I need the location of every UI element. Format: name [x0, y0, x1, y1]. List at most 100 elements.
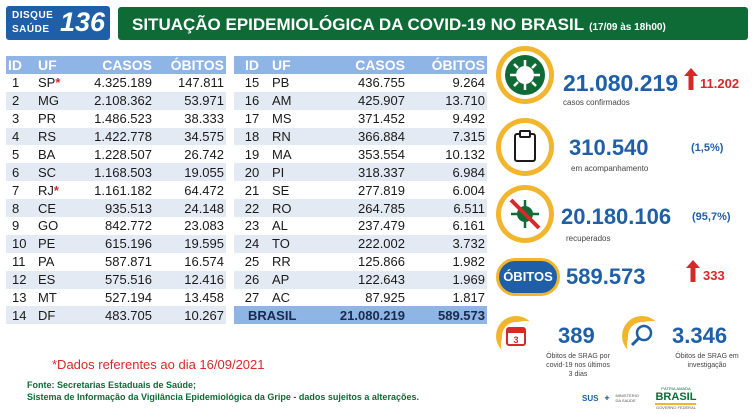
table-row: 1 SP* 4.325.189 147.811 [6, 74, 226, 92]
cell-obitos: 3.732 [407, 234, 487, 253]
total-casos: 21.080.219 [312, 306, 407, 325]
table-row: 24 TO 222.002 3.732 [234, 234, 487, 253]
table-row: 17 MS 371.452 9.492 [234, 110, 487, 128]
table-row: 3 PR 1.486.523 38.333 [6, 110, 226, 128]
cell-uf-text: AM [272, 93, 292, 109]
cell-casos: 237.479 [358, 218, 405, 234]
cell-uf-text: RO [272, 200, 292, 216]
brasil-logo-text: BRASIL [655, 391, 697, 405]
table-row: 23 AL 237.479 6.161 [234, 217, 487, 235]
logo-line1: DISQUE [12, 10, 54, 21]
cell-casos: 935.513 [76, 199, 154, 218]
cell-uf: MS [270, 110, 312, 128]
table-row: 15 PB 436.755 9.264 [234, 74, 487, 92]
page-title-text: SITUAÇÃO EPIDEMIOLÓGICA DA COVID-19 NO B… [132, 15, 585, 34]
cell-uf: RJ* [36, 181, 76, 199]
cell-id: 7 [12, 182, 20, 198]
cell-obitos: 1.969 [407, 270, 487, 289]
page-title-date: (17/09 às 18h00) [589, 22, 666, 33]
header-id: ID [234, 56, 270, 74]
svg-text:3: 3 [513, 335, 518, 345]
table-row: 14 DF 483.705 10.267 [6, 306, 226, 325]
cell-uf: AP [270, 270, 312, 289]
monitoring-value: 310.540 [569, 135, 649, 160]
cell-obitos: 19.055 [154, 163, 226, 182]
cell-obitos: 6.161 [452, 218, 485, 234]
crossed-virus-icon [505, 194, 545, 234]
recovered-value: 20.180.106 [561, 204, 672, 229]
asterisk-marker: * [55, 75, 61, 91]
table-row: 22 RO 264.785 6.511 [234, 199, 487, 218]
cell-casos: 122.643 [312, 270, 407, 289]
confirmed-icon-circle [496, 46, 554, 104]
cell-casos: 264.785 [312, 199, 407, 218]
cell-uf: SP* [36, 74, 76, 92]
brasil-logo-top: PÁTRIA AMADA [661, 386, 691, 391]
cell-uf-text: RR [272, 254, 291, 270]
cell-casos: 483.705 [76, 306, 154, 325]
table-row: 26 AP 122.643 1.969 [234, 270, 487, 289]
table-row: 4 RS 1.422.778 34.575 [6, 127, 226, 146]
header-obitos: ÓBITOS [407, 56, 487, 74]
data-reference-note: *Dados referentes ao dia 16/09/2021 [52, 357, 265, 372]
cell-uf-text: MG [38, 93, 59, 109]
cell-id: 13 [12, 290, 27, 306]
srag-investigation-icon-circle [622, 316, 675, 369]
table-row: 16 AM 425.907 13.710 [234, 91, 487, 110]
table-row: 20 PI 318.337 6.984 [234, 163, 487, 182]
cell-uf: PB [270, 74, 312, 92]
title-banner: SITUAÇÃO EPIDEMIOLÓGICA DA COVID-19 NO B… [118, 7, 748, 40]
cell-casos: 353.554 [358, 146, 405, 162]
cell-id: 21 [244, 182, 260, 198]
cell-id: 20 [234, 163, 270, 182]
ministry-logo: MINISTÉRIO DA SAÚDE [615, 393, 639, 403]
sus-logo: SUS [582, 393, 599, 403]
table-row: 7 RJ* 1.161.182 64.472 [6, 181, 226, 199]
table-row: 11 PA 587.871 16.574 [6, 253, 226, 271]
cell-casos: 222.002 [312, 234, 407, 253]
cell-uf: DF [36, 306, 76, 325]
cell-uf: MG [36, 91, 76, 110]
cell-uf: PR [36, 110, 76, 128]
cell-casos: 436.755 [358, 75, 405, 91]
virus-icon [505, 55, 545, 95]
cell-uf: RN [270, 127, 312, 146]
cell-uf-text: PE [38, 236, 56, 252]
header-casos: CASOS [76, 56, 154, 74]
arrow-up-icon [686, 260, 700, 282]
srag-investigation-caption: Óbitos de SRAG em investigação [670, 352, 744, 370]
logo-number: 136 [60, 7, 106, 37]
cell-id: 12 [6, 270, 36, 289]
header-id: ID [6, 56, 36, 74]
cell-casos: 1.161.182 [94, 182, 152, 198]
table-header-row: ID UF CASOS ÓBITOS [6, 56, 226, 74]
table-row: 27 AC 87.925 1.817 [234, 289, 487, 307]
cell-obitos: 147.811 [177, 75, 224, 91]
asterisk-marker: * [53, 182, 59, 198]
cell-uf-text: PR [38, 111, 57, 127]
cell-uf: SC [36, 163, 76, 182]
cell-id: 19 [244, 146, 260, 162]
deaths-delta: 333 [703, 268, 725, 283]
cell-id: 24 [234, 234, 270, 253]
cell-uf-text: BA [38, 146, 56, 162]
srag-recent-icon-circle: 3 [496, 316, 549, 369]
cell-obitos: 34.575 [154, 127, 226, 146]
cell-obitos: 38.333 [184, 111, 224, 127]
confirmed-value: 21.080.219 [563, 70, 679, 96]
cell-casos: 371.452 [358, 111, 405, 127]
source-line2: Sistema de Informação da Vigilância Epid… [27, 392, 419, 402]
cell-obitos: 23.083 [184, 218, 224, 234]
cell-uf-text: RN [272, 129, 291, 144]
cell-obitos: 6.004 [452, 182, 485, 198]
source-line1: Fonte: Secretarias Estaduais de Saúde; [27, 380, 197, 390]
cell-obitos: 13.458 [184, 290, 224, 306]
cell-obitos: 7.315 [407, 127, 487, 146]
srag-investigation-caption-line1: Óbitos de SRAG em [675, 353, 739, 360]
cell-obitos: 26.742 [184, 146, 224, 162]
cell-id: 1 [12, 75, 20, 91]
cell-obitos: 24.148 [154, 199, 226, 218]
table-row: 19 MA 353.554 10.132 [234, 145, 487, 163]
cell-uf-text: MA [272, 146, 292, 162]
srag-recent-caption-line3: 3 dias [568, 371, 588, 378]
